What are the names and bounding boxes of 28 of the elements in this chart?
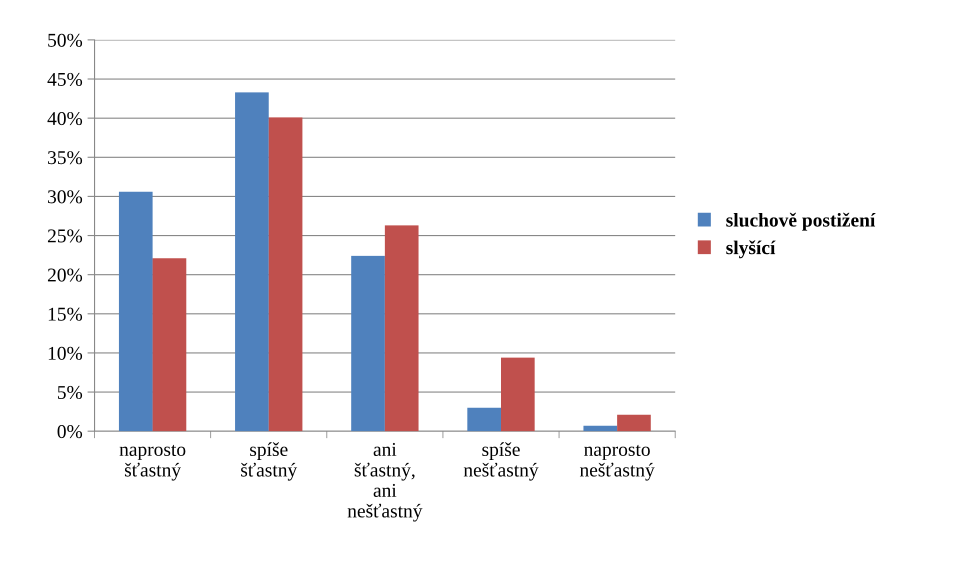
- bar: [467, 408, 501, 432]
- x-tick-label: spíše šťastný: [241, 442, 298, 481]
- bar: [351, 256, 385, 432]
- bar: [235, 92, 269, 432]
- bar: [583, 426, 618, 432]
- bar: [118, 192, 153, 432]
- bar: [268, 117, 302, 432]
- x-tick-label: ani šťastný, ani nešťastný: [348, 442, 422, 522]
- y-tick-label: 35%: [48, 151, 82, 164]
- bar: [500, 358, 535, 432]
- x-tick-label: naprosto nešťastný: [580, 444, 655, 481]
- y-tick-label: 50%: [48, 34, 82, 47]
- x-tick-label: spíše nešťastný: [464, 442, 539, 481]
- bar: [617, 414, 651, 432]
- y-tick-label: 25%: [48, 229, 82, 243]
- y-tick-label: 10%: [48, 346, 82, 360]
- y-tick-label: 45%: [47, 72, 82, 86]
- y-tick-label: 0%: [58, 425, 82, 438]
- bar: [152, 258, 186, 432]
- bar: [384, 225, 419, 432]
- y-tick-label: 40%: [47, 112, 82, 126]
- y-tick-label: 5%: [58, 386, 82, 400]
- y-tick-label: 20%: [48, 268, 82, 282]
- y-tick-label: 30%: [48, 190, 82, 204]
- x-tick-label: naprosto šťastný: [120, 444, 186, 481]
- legend-label: sluchově postižení: [726, 212, 876, 231]
- legend-label: slyšící: [726, 240, 776, 258]
- y-tick-label: 15%: [48, 308, 82, 321]
